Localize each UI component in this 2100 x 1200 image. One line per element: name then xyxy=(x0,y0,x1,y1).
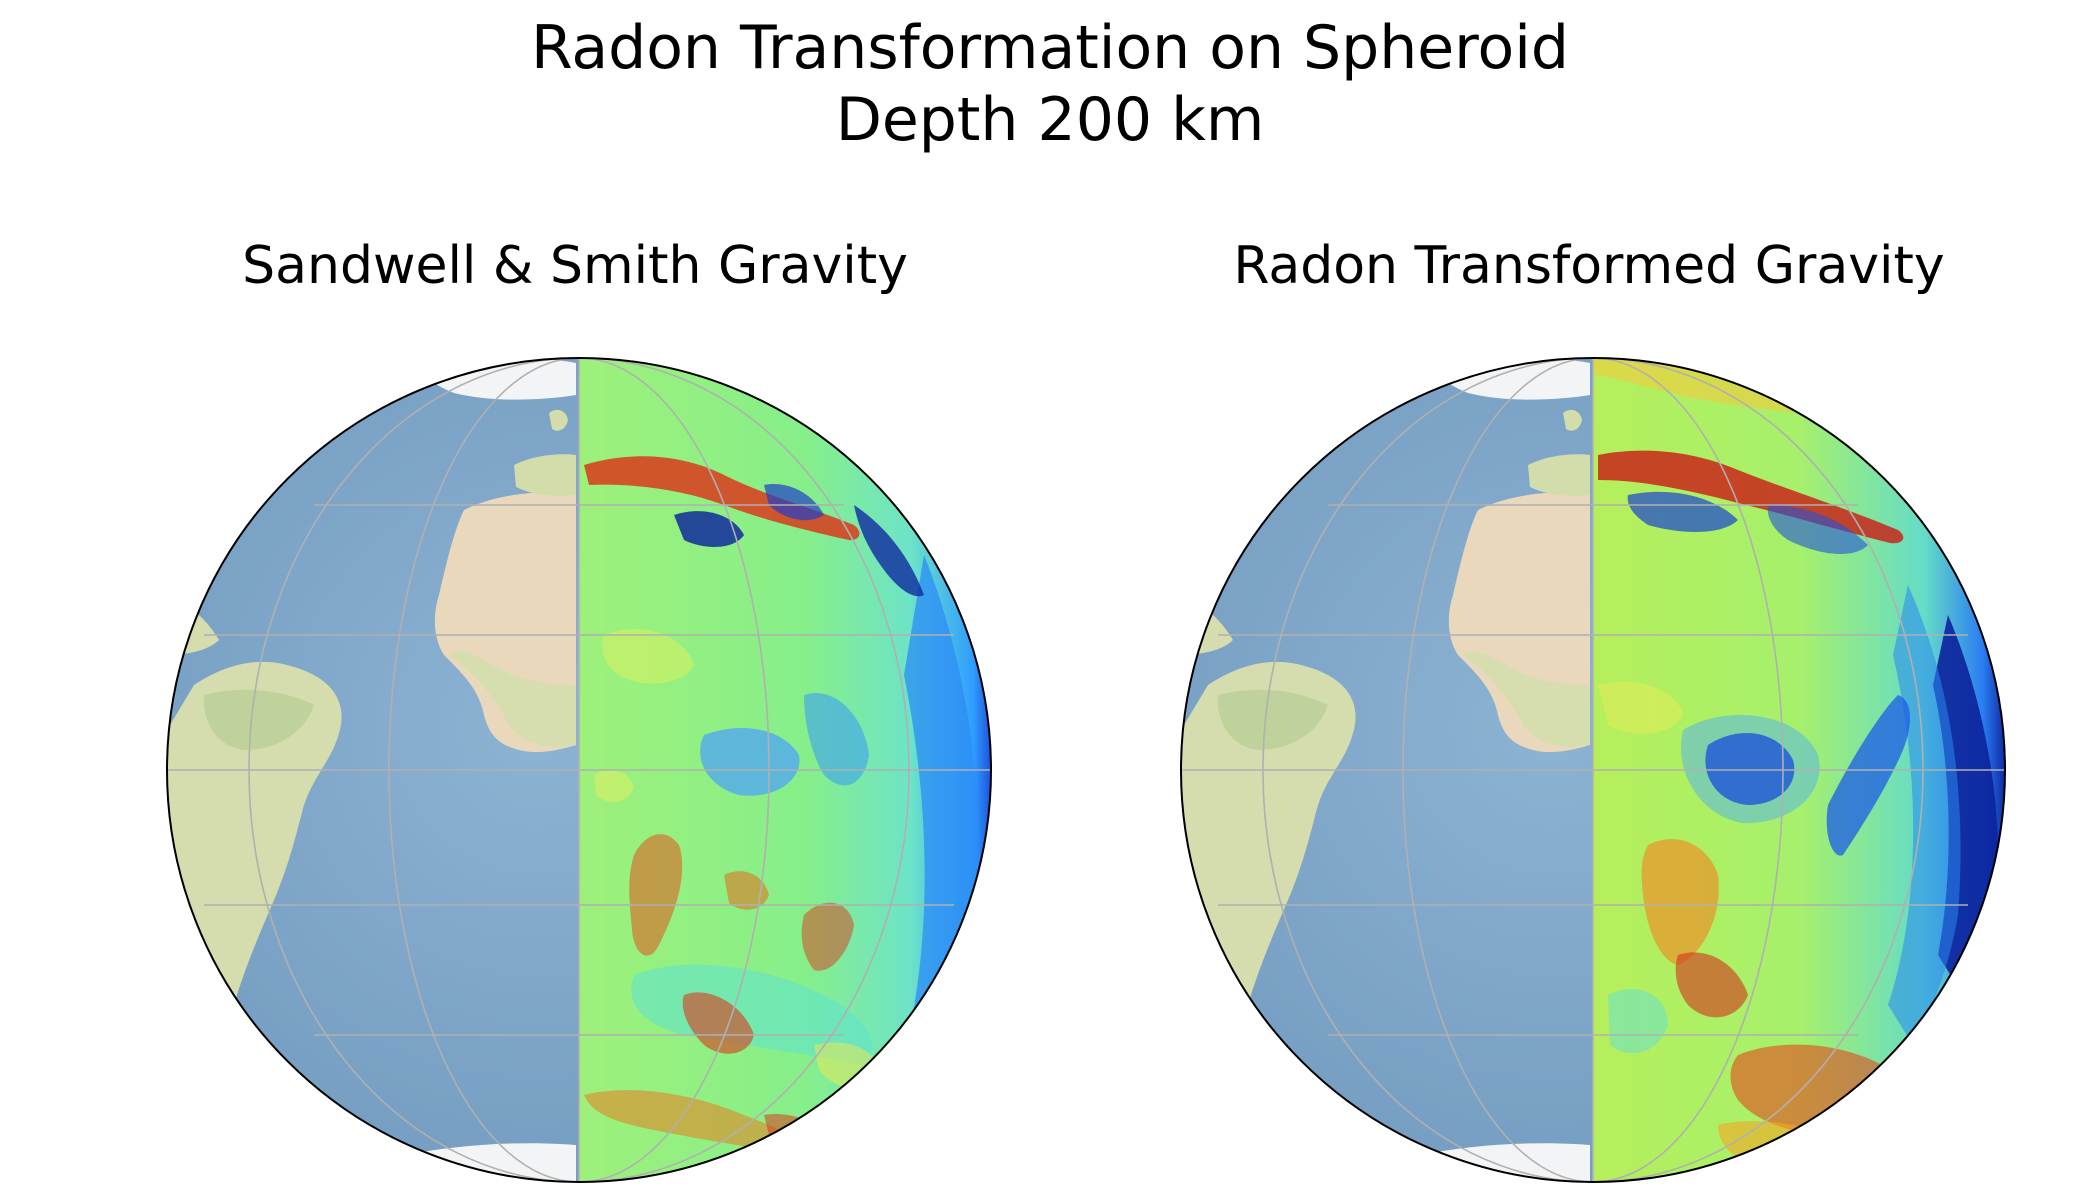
left-panel-title: Sandwell & Smith Gravity xyxy=(242,236,908,296)
antarctica xyxy=(364,1143,576,1182)
gravity-cyan-band xyxy=(631,964,872,1065)
figure-title: Radon Transformation on Spheroid xyxy=(531,13,1569,83)
africa-sahel xyxy=(449,651,576,747)
alpine-belt-low xyxy=(1627,491,1738,532)
hellenic-low xyxy=(764,484,824,521)
ridge-feature-3 xyxy=(724,871,769,910)
globe-outline xyxy=(166,357,992,1183)
southern-cyan xyxy=(1608,989,1668,1054)
right-panel-title: Radon Transformed Gravity xyxy=(1233,236,1945,296)
gravity-low-mid xyxy=(804,693,869,786)
ridge-feature-1 xyxy=(629,834,683,956)
iberia xyxy=(1528,454,1590,496)
globe-outline xyxy=(1180,357,2006,1183)
hellenic-low xyxy=(1767,505,1868,555)
africa-sahel xyxy=(1463,651,1590,747)
amazon-basin xyxy=(1217,689,1328,750)
ridge-feature-5 xyxy=(584,1090,806,1155)
right-globe-map xyxy=(1180,357,2006,1183)
gravity-low-central xyxy=(700,727,800,796)
graticule xyxy=(167,358,991,1182)
iberia xyxy=(514,454,576,496)
british-isles xyxy=(549,409,568,431)
ridge-feature-4 xyxy=(801,902,854,971)
yellow-patch-3 xyxy=(594,769,634,802)
figure-subtitle: Depth 200 km xyxy=(835,85,1265,155)
southern-high-2 xyxy=(1675,952,1748,1018)
antarctica xyxy=(1378,1143,1590,1182)
alpine-belt-low xyxy=(674,511,744,547)
diagonal-blue-streak xyxy=(1826,695,1910,856)
left-globe-map xyxy=(166,357,992,1183)
southern-high-1 xyxy=(1641,839,1719,965)
central-gravity-low xyxy=(1705,733,1795,805)
yellow-patch-1 xyxy=(1598,681,1683,734)
amazon-basin xyxy=(203,689,314,750)
yellow-patch-1 xyxy=(602,629,694,684)
central-gravity-halo xyxy=(1681,715,1820,824)
graticule xyxy=(1181,358,2005,1182)
east-rim-blue-halo xyxy=(1888,585,1961,1045)
british-isles xyxy=(1563,409,1582,431)
ridge-feature-2 xyxy=(682,992,754,1054)
east-rim-deep-low xyxy=(854,505,924,597)
